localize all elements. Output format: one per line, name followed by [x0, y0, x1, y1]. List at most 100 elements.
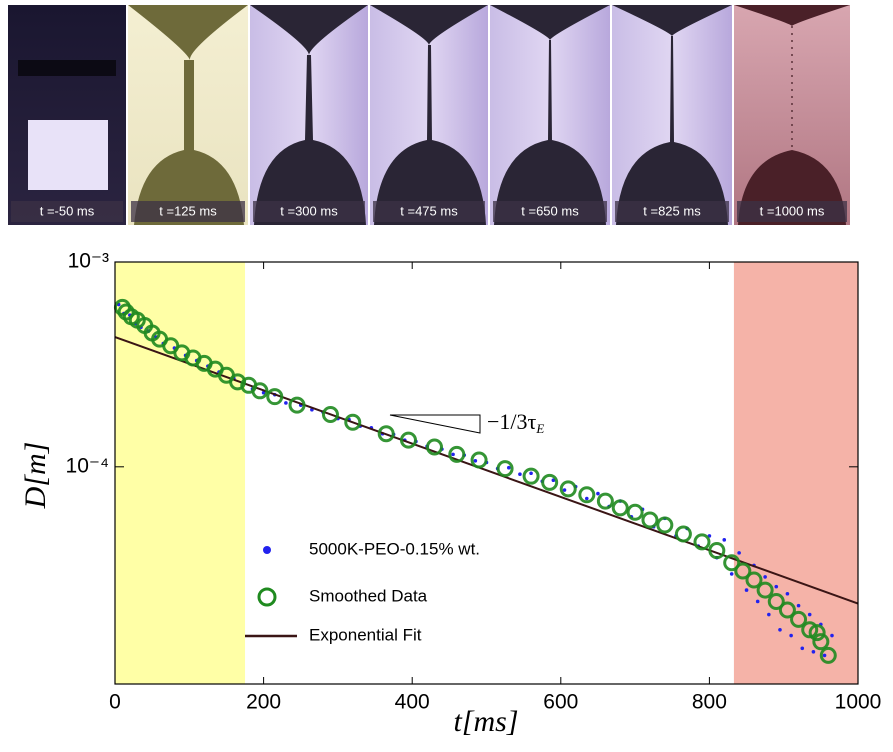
x-tick-label: 800	[692, 691, 727, 714]
photo-label-bg	[493, 201, 607, 222]
smoothed-point	[377, 425, 395, 443]
smoothed-point	[626, 503, 644, 521]
data-point	[763, 575, 767, 579]
photo-label-bg	[615, 201, 729, 222]
smoothed-point	[756, 581, 774, 599]
y-tick-label: 10⁻⁴	[66, 454, 109, 477]
x-tick-label: 600	[543, 691, 578, 714]
data-point	[796, 603, 801, 608]
smoothed-point	[344, 413, 362, 431]
x-tick-label: 200	[246, 691, 281, 714]
data-point	[261, 390, 266, 395]
data-point	[529, 471, 533, 476]
smoothed-point	[399, 431, 417, 449]
smoothed-point	[656, 516, 674, 534]
slope-annotation: −1/3τE	[487, 409, 544, 436]
smoothed-point	[790, 610, 808, 628]
photo-label-bg	[737, 201, 847, 222]
smoothed-point	[723, 554, 741, 572]
data-point	[778, 628, 782, 632]
smoothed-point	[819, 646, 837, 664]
smoothed-point	[559, 480, 577, 498]
data-point	[562, 488, 567, 492]
annotation-text: −1/3τ	[487, 409, 537, 434]
smoothed-point	[425, 438, 443, 456]
x-tick-label: 400	[395, 691, 430, 714]
smoothed-point	[522, 467, 540, 485]
photo-label-bg	[11, 201, 123, 222]
fit-line	[114, 336, 859, 605]
y-axis-label: D[m]	[19, 442, 52, 510]
data-point	[506, 465, 511, 470]
smoothed-point	[693, 533, 711, 551]
data-point	[800, 646, 805, 651]
data-point	[822, 653, 827, 658]
data-point	[585, 496, 589, 501]
photo	[8, 5, 126, 225]
photo-label: t =-50 ms	[40, 203, 95, 218]
smoothed-point	[734, 562, 752, 580]
smoothed-point	[496, 460, 514, 478]
photo-label: t =300 ms	[280, 203, 338, 218]
photo-detail	[128, 5, 248, 225]
photo-detail	[28, 120, 108, 190]
smoothed-point	[641, 511, 659, 529]
x-axis-label: t[ms]	[453, 705, 518, 738]
legend-label: 5000K-PEO-0.15% wt.	[309, 539, 480, 558]
photo-label: t =1000 ms	[760, 203, 825, 218]
shaded-region	[733, 262, 858, 684]
data-point	[774, 584, 779, 589]
y-tick-label: 10⁻³	[68, 250, 109, 273]
smoothed-point	[745, 571, 763, 589]
photo-detail	[250, 5, 732, 225]
data-point	[767, 612, 771, 617]
photo-label: t =825 ms	[643, 203, 701, 218]
data-point	[729, 572, 734, 576]
smoothed-point	[448, 445, 466, 463]
data-point	[551, 478, 556, 483]
smoothed-point	[778, 601, 796, 619]
legend-label: Exponential Fit	[309, 625, 422, 644]
data-point	[830, 633, 834, 638]
smoothed-point	[578, 486, 596, 504]
smoothed-point	[801, 621, 819, 639]
smoothed-point	[541, 473, 559, 491]
plot-frame	[114, 261, 859, 685]
data-point	[451, 452, 455, 457]
shaded-region	[115, 262, 246, 684]
data-point	[737, 551, 741, 555]
data-point	[789, 633, 793, 638]
smoothed-point	[808, 624, 826, 642]
smoothed-point	[266, 388, 284, 406]
smoothed-point	[708, 542, 726, 560]
legend-marker	[263, 546, 271, 554]
data-point	[744, 588, 749, 592]
data-point	[518, 472, 522, 477]
data-point	[755, 599, 760, 604]
legend-marker	[257, 587, 277, 607]
photo-label: t =475 ms	[400, 203, 458, 218]
photo-label: t =650 ms	[521, 203, 579, 218]
x-tick-label: 1000	[835, 691, 882, 714]
data-point	[722, 538, 727, 542]
photo-detail	[18, 60, 116, 76]
slope-triangle	[389, 414, 481, 434]
smoothed-point	[674, 525, 692, 543]
photo-label-bg	[373, 201, 485, 222]
x-tick-label: 0	[109, 691, 121, 714]
annotation-subscript: E	[535, 421, 544, 436]
data-point	[811, 649, 816, 654]
photo-strip: t =-50 ms t =125 ms t =300 ms t =475 ms t =6…	[8, 5, 850, 225]
smoothed-point	[251, 382, 269, 400]
photo-label: t =125 ms	[159, 203, 217, 218]
data-point	[596, 491, 600, 496]
data-point	[473, 458, 478, 463]
photo-label-bg	[131, 201, 245, 222]
smoothed-point	[812, 633, 830, 651]
data-point	[785, 591, 790, 596]
data-point	[284, 401, 288, 405]
photo-detail	[734, 5, 850, 225]
smoothed-point	[767, 592, 785, 610]
smoothed-point	[288, 396, 306, 414]
photo-label-bg	[253, 201, 365, 222]
